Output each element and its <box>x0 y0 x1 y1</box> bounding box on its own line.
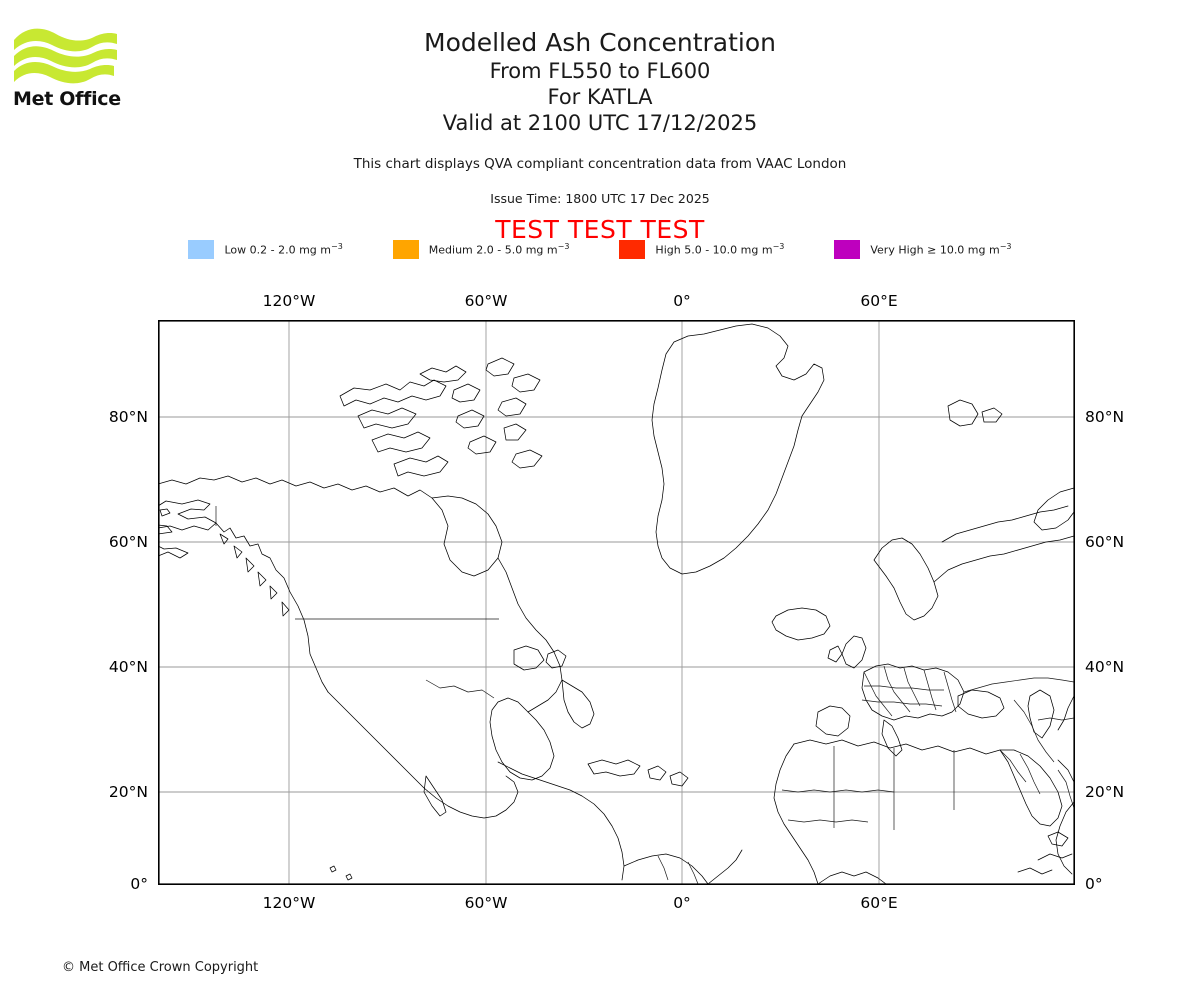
legend-label-0: Low 0.2 - 2.0 mg m−3 <box>224 242 343 257</box>
met-office-logo: Met Office <box>12 24 132 114</box>
map-gridlines <box>158 320 1075 885</box>
legend-swatch-high <box>619 240 646 259</box>
legend-item-3: Very High ≥ 10.0 mg m−3 <box>834 240 1012 259</box>
lat-tick-right-1: 60°N <box>1085 533 1125 551</box>
met-office-wordmark: Met Office <box>13 88 121 110</box>
legend-item-0: Low 0.2 - 2.0 mg m−3 <box>188 240 378 259</box>
lon-tick-bottom-1: 60°W <box>464 894 508 912</box>
test-banner: TEST TEST TEST <box>495 215 705 244</box>
qva-note: This chart displays QVA compliant concen… <box>353 156 847 172</box>
lon-tick-bottom-3: 60°E <box>860 894 898 912</box>
lon-tick-top-3: 60°E <box>860 292 898 310</box>
coastlines <box>158 323 1075 885</box>
legend-swatch-medium <box>392 240 419 259</box>
copyright-notice: © Met Office Crown Copyright <box>62 960 259 975</box>
lat-tick-right-4: 0° <box>1085 875 1103 893</box>
concentration-legend: Low 0.2 - 2.0 mg m−3 Medium 2.0 - 5.0 mg … <box>0 240 1200 259</box>
lon-tick-bottom-0: 120°W <box>262 894 316 912</box>
legend-label-3: Very High ≥ 10.0 mg m−3 <box>870 242 1012 257</box>
lat-tick-right-0: 80°N <box>1085 408 1125 426</box>
legend-item-2: High 5.0 - 10.0 mg m−3 <box>619 240 820 259</box>
wave-logo-icon <box>14 28 117 84</box>
world-map[interactable] <box>158 320 1075 885</box>
map-container[interactable] <box>158 320 1075 885</box>
flight-level-range: From FL550 to FL600 <box>489 59 711 83</box>
legend-swatch-very-high <box>834 240 861 259</box>
lat-tick-right-3: 20°N <box>1085 783 1125 801</box>
lat-tick-left-2: 40°N <box>108 658 148 676</box>
issue-time: Issue Time: 1800 UTC 17 Dec 2025 <box>490 191 710 206</box>
lon-tick-top-2: 0° <box>673 292 691 310</box>
lat-tick-left-4: 0° <box>130 875 148 893</box>
legend-swatch-low <box>188 240 215 259</box>
map-frame <box>158 320 1075 885</box>
title-block: Modelled Ash Concentration From FL550 to… <box>0 28 1200 136</box>
lon-tick-top-0: 120°W <box>262 292 316 310</box>
lat-tick-left-3: 20°N <box>108 783 148 801</box>
valid-time: Valid at 2100 UTC 17/12/2025 <box>442 111 758 135</box>
lat-tick-right-2: 40°N <box>1085 658 1125 676</box>
lat-tick-left-1: 60°N <box>108 533 148 551</box>
lat-tick-left-0: 80°N <box>108 408 148 426</box>
lon-tick-top-1: 60°W <box>464 292 508 310</box>
legend-label-1: Medium 2.0 - 5.0 mg m−3 <box>428 242 570 257</box>
country-borders <box>215 506 1075 885</box>
legend-item-1: Medium 2.0 - 5.0 mg m−3 <box>392 240 606 259</box>
page-title: Modelled Ash Concentration <box>424 28 776 57</box>
legend-label-2: High 5.0 - 10.0 mg m−3 <box>655 242 785 257</box>
volcano-name: For KATLA <box>547 85 653 109</box>
lon-tick-bottom-2: 0° <box>673 894 691 912</box>
